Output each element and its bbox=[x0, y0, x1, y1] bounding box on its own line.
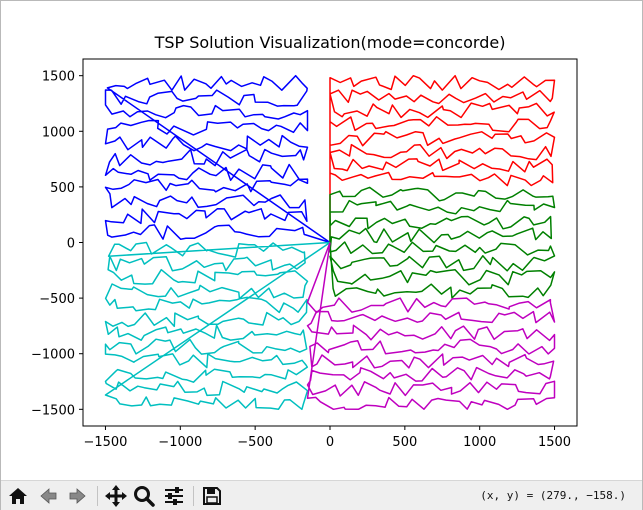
pan-icon bbox=[105, 485, 127, 507]
y-tick-label: 1000 bbox=[42, 125, 75, 140]
toolbar-separator bbox=[193, 486, 194, 506]
x-tick-label: 1500 bbox=[538, 435, 571, 450]
configure-subplots-icon bbox=[165, 487, 183, 505]
y-tick-label: 1500 bbox=[42, 70, 75, 85]
x-tick-label: −500 bbox=[237, 435, 273, 450]
route-line bbox=[104, 74, 331, 244]
figure: TSP Solution Visualization(mode=concorde… bbox=[31, 33, 578, 450]
save-button[interactable] bbox=[199, 484, 225, 508]
forward-button[interactable] bbox=[65, 484, 91, 508]
y-tick-label: −1500 bbox=[31, 403, 75, 418]
x-tick-label: 1000 bbox=[463, 435, 496, 450]
cursor-coordinates: (x, y) = (279., −158.) bbox=[480, 489, 626, 502]
route-line bbox=[104, 241, 331, 411]
x-tick-label: −1500 bbox=[83, 435, 127, 450]
pan-button[interactable] bbox=[103, 484, 129, 508]
route-line bbox=[329, 186, 556, 299]
y-axis: −1500 −1000 −500 0 500 1000 1500 bbox=[31, 70, 83, 418]
x-tick-label: 500 bbox=[392, 435, 417, 450]
y-tick-label: 500 bbox=[50, 181, 75, 196]
x-axis: −1500 −1000 −500 0 500 1000 1500 bbox=[83, 426, 571, 450]
back-button[interactable] bbox=[35, 484, 61, 508]
y-tick-label: 0 bbox=[67, 237, 75, 252]
x-tick-label: −1000 bbox=[158, 435, 202, 450]
configure-subplots-button[interactable] bbox=[161, 484, 187, 508]
home-icon bbox=[9, 488, 27, 504]
zoom-button[interactable] bbox=[131, 484, 157, 508]
chart-title: TSP Solution Visualization(mode=concorde… bbox=[154, 33, 506, 52]
routes-layer bbox=[104, 74, 556, 411]
route-line bbox=[306, 242, 556, 411]
navigation-toolbar: (x, y) = (279., −158.) bbox=[1, 480, 642, 510]
toolbar-separator bbox=[97, 486, 98, 506]
y-tick-label: −1000 bbox=[31, 348, 75, 363]
y-tick-label: −500 bbox=[39, 292, 75, 307]
forward-icon bbox=[69, 488, 86, 504]
save-icon bbox=[203, 487, 221, 505]
route-line bbox=[329, 74, 556, 243]
home-button[interactable] bbox=[5, 484, 31, 508]
back-icon bbox=[40, 488, 57, 504]
zoom-icon bbox=[134, 486, 155, 507]
x-tick-label: 0 bbox=[326, 435, 334, 450]
